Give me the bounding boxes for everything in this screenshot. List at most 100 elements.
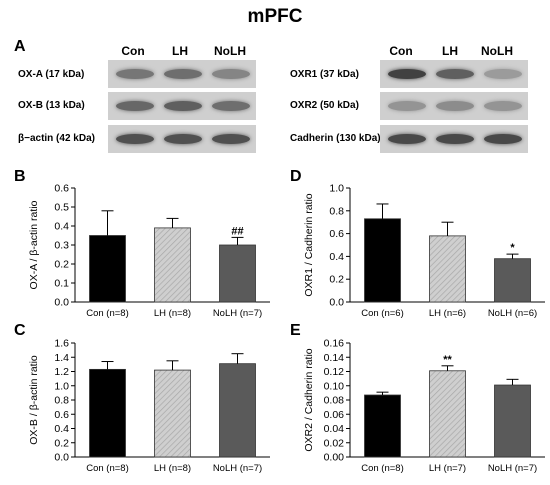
x-category-label-0: Con (n=6) — [361, 308, 404, 319]
y-tick-label: 0.8 — [329, 205, 344, 217]
bar-1 — [429, 235, 466, 303]
y-tick-label: 0.6 — [329, 228, 344, 240]
x-category-label-2: NoLH (n=7) — [213, 463, 262, 474]
oxr1-band-1 — [436, 69, 474, 79]
y-tick-label: 0.4 — [54, 221, 69, 233]
y-axis-label: OXR1 / Cadherin ratio — [303, 193, 315, 296]
panel-letter-d: D — [290, 168, 302, 185]
x-category-label-1: LH (n=8) — [154, 463, 191, 474]
x-category-label-2: NoLH (n=6) — [488, 308, 537, 319]
oxa-band-0 — [116, 69, 154, 79]
y-axis-label: OX-B / β-actin ratio — [28, 355, 40, 445]
oxr2-band-2 — [484, 101, 522, 111]
y-tick-label: 1.0 — [329, 183, 344, 195]
bar-chart-oxr1: 0.0 0.2 0.4 0.6 0.8 1.0 OXR1 / Cadherin ratio C… — [303, 183, 545, 319]
y-tick-label: 0.3 — [54, 240, 69, 252]
cadherin-band-0 — [388, 134, 426, 144]
x-category-label-1: LH (n=7) — [429, 463, 466, 474]
lane-header-nolh-left: NoLH — [214, 44, 246, 58]
bar-2 — [219, 363, 256, 458]
bar-1 — [154, 369, 191, 458]
y-tick-label: 0.02 — [324, 437, 345, 449]
significance-marker-2: * — [510, 242, 515, 254]
lane-header-con-right: Con — [389, 44, 413, 58]
y-tick-label: 0.0 — [329, 297, 344, 309]
bar-2 — [494, 258, 531, 303]
x-category-label-0: Con (n=8) — [86, 463, 129, 474]
y-tick-label: 0.4 — [329, 251, 344, 263]
y-tick-label: 0.12 — [324, 366, 345, 378]
blot-label-oxb: OX-B (13 kDa) — [18, 100, 85, 111]
y-tick-label: 0.2 — [329, 274, 344, 286]
y-tick-label: 0.2 — [54, 259, 69, 271]
y-tick-label: 0.08 — [324, 395, 345, 407]
y-tick-label: 0.6 — [54, 183, 69, 195]
lane-header-lh-left: LH — [172, 44, 188, 58]
x-category-label-2: NoLH (n=7) — [488, 463, 537, 474]
x-category-label-1: LH (n=8) — [154, 308, 191, 319]
cadherin-band-2 — [484, 134, 522, 144]
blot-label-beta-actin: β−actin (42 kDa) — [18, 133, 95, 144]
oxb-band-0 — [116, 101, 154, 111]
lane-header-lh-right: LH — [442, 44, 458, 58]
significance-marker-2: ## — [231, 225, 243, 237]
bar-1 — [429, 370, 466, 458]
oxr2-band-0 — [388, 101, 426, 111]
oxa-band-2 — [212, 69, 250, 79]
bar-0 — [89, 368, 126, 458]
bar-0 — [89, 235, 126, 303]
panel-letter-e: E — [290, 322, 301, 339]
blot-strip-oxr1 — [380, 60, 528, 88]
y-tick-label: 0.2 — [54, 437, 69, 449]
y-tick-label: 0.6 — [54, 409, 69, 421]
bar-chart-oxb: 0.0 0.2 0.4 0.6 0.8 1.0 1.2 1.4 1.6 OX-B / β-acti… — [28, 338, 270, 474]
blot-label-oxa: OX-A (17 kDa) — [18, 69, 85, 80]
y-tick-label: 0.1 — [54, 278, 69, 290]
blot-label-oxr1: OXR1 (37 kDa) — [290, 69, 359, 80]
bar-2 — [494, 384, 531, 458]
x-category-label-0: Con (n=8) — [361, 463, 404, 474]
y-tick-label: 0.0 — [54, 297, 69, 309]
oxb-band-2 — [212, 101, 250, 111]
bar-1 — [154, 227, 191, 303]
significance-marker-1: ** — [443, 354, 452, 366]
bar-chart-oxa: 0.0 0.1 0.2 0.3 0.4 0.5 0.6 OX-A / β-actin rati… — [28, 183, 270, 319]
oxr2-band-1 — [436, 101, 474, 111]
figure-title: mPFC — [247, 6, 303, 27]
panel-letter-a: A — [14, 38, 26, 55]
x-category-label-0: Con (n=8) — [86, 308, 129, 319]
y-tick-label: 0.06 — [324, 409, 345, 421]
bar-2 — [219, 244, 256, 303]
panel-letter-c: C — [14, 322, 26, 339]
y-tick-label: 0.00 — [324, 452, 345, 464]
y-tick-label: 0.10 — [324, 380, 345, 392]
panel-letter-b: B — [14, 168, 26, 185]
y-tick-label: 0.4 — [54, 423, 69, 435]
y-tick-label: 1.4 — [54, 352, 69, 364]
blot-label-cadherin: Cadherin (130 kDa) — [290, 133, 381, 144]
oxr1-band-2 — [484, 69, 522, 79]
blot-strip-oxr2 — [380, 92, 528, 120]
y-axis-label: OX-A / β-actin ratio — [28, 200, 40, 289]
bar-chart-oxr2: 0.00 0.02 0.04 0.06 0.08 0.10 0.12 0.14 0.16 OXR2… — [303, 338, 545, 474]
y-tick-label: 1.2 — [54, 366, 69, 378]
y-tick-label: 0.14 — [324, 352, 345, 364]
y-tick-label: 0.0 — [54, 452, 69, 464]
y-tick-label: 1.6 — [54, 338, 69, 350]
blot-strip-oxb — [108, 92, 256, 120]
blot-strip-cadherin — [380, 125, 528, 153]
oxr1-band-0 — [388, 69, 426, 79]
y-tick-label: 0.04 — [324, 423, 345, 435]
bar-0 — [364, 218, 401, 303]
cadherin-band-1 — [436, 134, 474, 144]
lane-header-nolh-right: NoLH — [481, 44, 513, 58]
x-category-label-1: LH (n=6) — [429, 308, 466, 319]
beta-actin-band-1 — [164, 134, 202, 144]
blot-strip-oxa — [108, 60, 256, 88]
y-tick-label: 1.0 — [54, 380, 69, 392]
oxa-band-1 — [164, 69, 202, 79]
x-category-label-2: NoLH (n=7) — [213, 308, 262, 319]
y-tick-label: 0.8 — [54, 395, 69, 407]
beta-actin-band-0 — [116, 134, 154, 144]
lane-header-con-left: Con — [121, 44, 145, 58]
